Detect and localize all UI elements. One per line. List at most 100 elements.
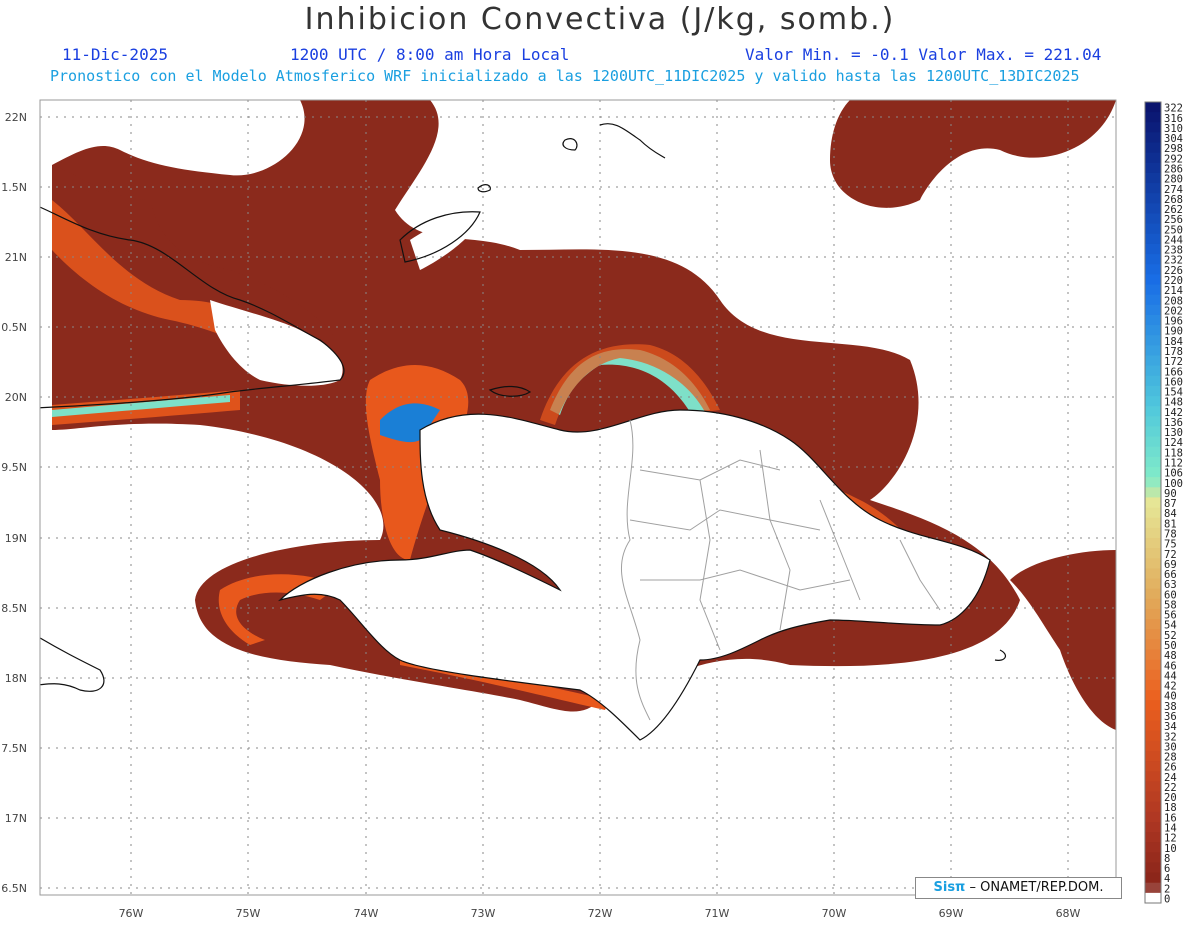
colorbar-swatch xyxy=(1145,112,1161,123)
colorbar-label: 38 xyxy=(1164,701,1177,713)
colorbar-label: 90 xyxy=(1164,488,1177,500)
colorbar-label: 24 xyxy=(1164,772,1177,784)
colorbar-swatch xyxy=(1145,254,1161,265)
colorbar-swatch xyxy=(1145,264,1161,275)
colorbar-label: 4 xyxy=(1164,873,1170,885)
lat-labels: 22N 1.5N 21N 0.5N 20N 9.5N 19N 8.5N 18N … xyxy=(1,111,27,895)
colorbar-label: 16 xyxy=(1164,812,1177,824)
colorbar-swatch xyxy=(1145,294,1161,306)
colorbar-label: 72 xyxy=(1164,549,1177,561)
colorbar-swatch xyxy=(1145,821,1161,833)
colorbar-swatch xyxy=(1145,832,1161,843)
colorbar-label: 2 xyxy=(1164,883,1170,895)
colorbar-swatch xyxy=(1145,690,1161,701)
colorbar-label: 106 xyxy=(1164,468,1183,480)
colorbar-swatch xyxy=(1145,385,1161,397)
colorbar-frame xyxy=(1144,101,1162,904)
colorbar-label: 81 xyxy=(1164,518,1177,530)
colorbar-swatch xyxy=(1145,416,1161,427)
colorbar-swatch xyxy=(1145,152,1161,164)
colorbar-label: 30 xyxy=(1164,741,1177,753)
lon-label: 70W xyxy=(822,907,847,920)
lat-label: 1.5N xyxy=(1,181,27,194)
lon-label: 72W xyxy=(588,907,613,920)
colorbar-swatch xyxy=(1145,548,1161,559)
colorbar-label: 87 xyxy=(1164,498,1177,510)
colorbar-swatch xyxy=(1145,882,1161,894)
colorbar-label: 6 xyxy=(1164,863,1170,875)
colorbar-swatch xyxy=(1145,446,1161,458)
colorbar-swatch xyxy=(1145,142,1161,154)
colorbar-swatch xyxy=(1145,598,1161,610)
colorbar-label: 172 xyxy=(1164,356,1183,368)
colorbar-swatch xyxy=(1145,730,1161,742)
lat-label: 0.5N xyxy=(1,321,27,334)
colorbar-label: 48 xyxy=(1164,650,1177,662)
lat-label: 17N xyxy=(5,812,27,825)
colorbar-swatch xyxy=(1145,456,1161,468)
forecast-description: Pronostico con el Modelo Atmosferico WRF… xyxy=(50,67,1080,85)
colorbar-label: 268 xyxy=(1164,194,1183,206)
colorbar-label: 292 xyxy=(1164,153,1183,165)
colorbar-label: 36 xyxy=(1164,711,1177,723)
credit-box: Sisπ – ONAMET/REP.DOM. xyxy=(915,877,1122,899)
colorbar-label: 0 xyxy=(1164,894,1170,906)
lat-label: 8.5N xyxy=(1,602,27,615)
colorbar-swatch xyxy=(1145,102,1161,113)
colorbar-swatch xyxy=(1145,162,1161,174)
colorbar-label: 84 xyxy=(1164,508,1177,520)
colorbar-label: 50 xyxy=(1164,640,1177,652)
colorbar-swatch xyxy=(1145,750,1161,762)
colorbar-swatch xyxy=(1145,862,1161,874)
colorbar-swatch xyxy=(1145,284,1161,296)
colorbar-label: 8 xyxy=(1164,853,1170,865)
colorbar-label: 316 xyxy=(1164,113,1183,125)
date-label: 11-Dic-2025 xyxy=(62,45,168,64)
lat-label: 9.5N xyxy=(1,461,27,474)
colorbar-label: 78 xyxy=(1164,528,1177,540)
colorbar-label: 44 xyxy=(1164,670,1177,682)
colorbar-label: 286 xyxy=(1164,163,1183,175)
colorbar-label: 60 xyxy=(1164,589,1177,601)
colorbar-swatch xyxy=(1145,781,1161,792)
colorbar-label: 130 xyxy=(1164,427,1183,439)
colorbar-swatch xyxy=(1145,243,1161,255)
colorbar-label: 136 xyxy=(1164,417,1183,429)
colorbar-swatch xyxy=(1145,487,1161,498)
colorbar-swatch xyxy=(1145,568,1161,580)
colorbar-label: 112 xyxy=(1164,458,1183,470)
colorbar-label: 310 xyxy=(1164,123,1183,135)
colorbar-swatch xyxy=(1145,325,1161,336)
province-borders xyxy=(621,419,941,721)
colorbar-label: 42 xyxy=(1164,681,1177,693)
colorbar-label: 226 xyxy=(1164,265,1183,277)
colorbar-swatch xyxy=(1145,335,1161,346)
colorbar-swatch xyxy=(1145,304,1161,316)
colorbar-label: 12 xyxy=(1164,833,1177,845)
colorbar-swatch xyxy=(1145,720,1161,732)
colorbar-swatch xyxy=(1145,122,1161,133)
lon-label: 76W xyxy=(119,907,144,920)
colorbar-swatch xyxy=(1145,659,1161,671)
sispi-logo: Sisπ xyxy=(933,880,966,895)
lat-label: 19N xyxy=(5,532,27,545)
colorbar-swatch xyxy=(1145,203,1161,215)
colorbar-label: 196 xyxy=(1164,316,1183,328)
colorbar-swatch xyxy=(1145,406,1161,417)
colorbar-label: 69 xyxy=(1164,559,1177,571)
colorbar-swatch xyxy=(1145,436,1161,448)
lon-labels: 76W 75W 74W 73W 72W 71W 70W 69W 68W xyxy=(119,907,1081,920)
colorbar-swatch xyxy=(1145,639,1161,651)
colorbar-swatch xyxy=(1145,619,1161,630)
colorbar-swatch xyxy=(1145,365,1161,377)
colorbar-swatch xyxy=(1145,842,1161,853)
map-title: Inhibicion Convectiva (J/kg, somb.) xyxy=(304,2,896,37)
coastlines xyxy=(40,123,1007,741)
colorbar-swatch xyxy=(1145,649,1161,661)
lon-label: 75W xyxy=(236,907,261,920)
colorbar-swatch xyxy=(1145,132,1161,144)
colorbar-label: 18 xyxy=(1164,802,1177,814)
colorbar-swatch xyxy=(1145,527,1161,539)
colorbar-swatch xyxy=(1145,345,1161,356)
